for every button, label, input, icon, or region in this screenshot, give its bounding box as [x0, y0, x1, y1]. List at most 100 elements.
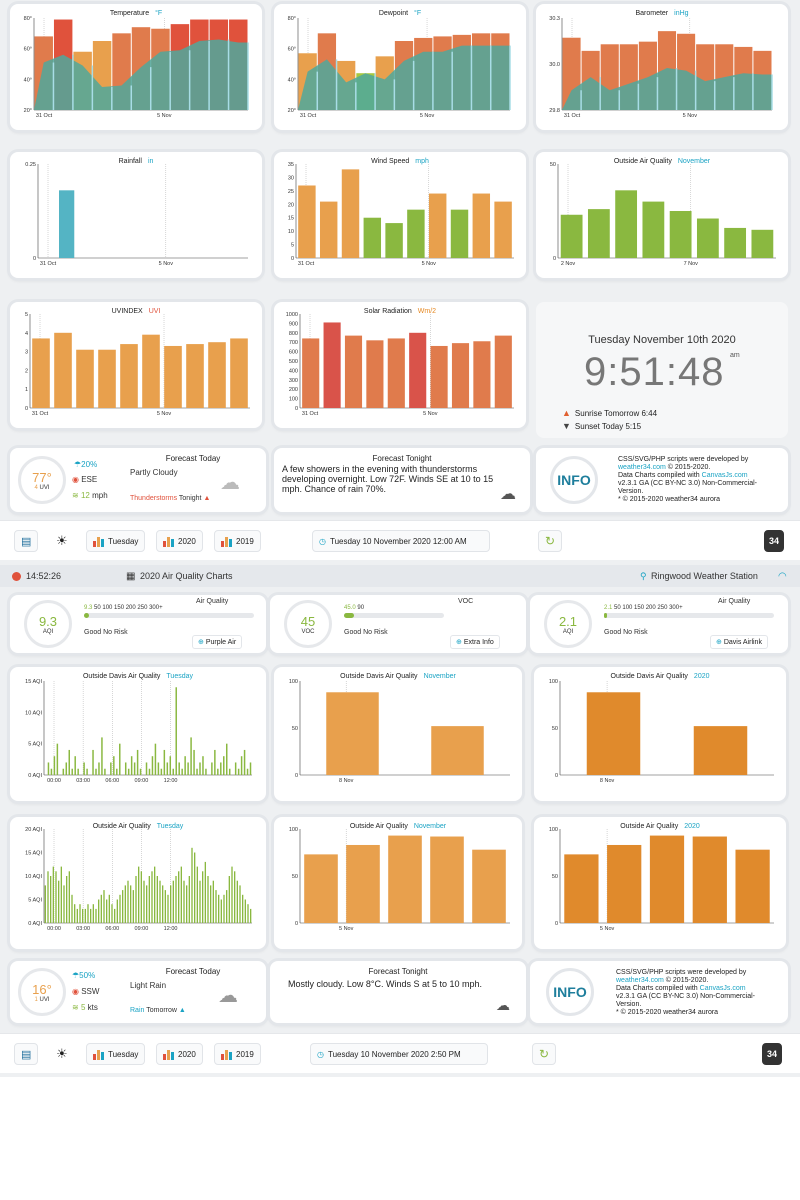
info-icon[interactable]: INFO: [550, 456, 598, 504]
wind-chart-card[interactable]: Wind Speed mph 35 30 25 20 15 10 5 0 31 Oct 5 Nov: [274, 152, 526, 278]
year-2020-button[interactable]: 2020: [156, 530, 203, 552]
air-quality-month-chart: 50 0 2 Nov 7 Nov: [550, 162, 776, 267]
weather34-badge[interactable]: 34: [762, 1043, 783, 1065]
aq-card-davis: 2.1 AQI 2.1 50 100 150 200 250 300+ Air …: [530, 595, 788, 653]
bar: [101, 737, 103, 775]
year-2019-button[interactable]: 2019: [214, 530, 261, 552]
temperature-chart-card[interactable]: Temperature °F 80° 60° 40° 20° 31 Oct 5 Nov: [10, 4, 262, 130]
davis-airlink-link[interactable]: ⊕ Davis Airlink: [710, 635, 768, 649]
bar: [82, 908, 84, 923]
bar: [223, 756, 225, 775]
bar: [388, 835, 422, 923]
dewpoint-chart-card[interactable]: Dewpoint °F 80° 60° 40° 20° 31 Oct 5 Nov: [274, 4, 526, 130]
y-tick-label: 15 AQI: [25, 679, 42, 685]
bar: [319, 201, 338, 258]
location-pin-icon: ⚲: [640, 570, 647, 581]
weather34-badge[interactable]: 34: [764, 530, 785, 552]
davis-day-chart: 15 AQI 10 AQI 5 AQI 0 AQI 00:00 03:00 06:00 09:…: [25, 679, 252, 784]
refresh-icon: ↻: [545, 534, 556, 548]
bar: [586, 692, 641, 775]
year-2019-button[interactable]: 2019: [214, 1043, 261, 1065]
air-quality-chart-card[interactable]: Outside Air Quality November 50 0 2 Nov 7 No…: [536, 152, 788, 278]
bar: [92, 749, 94, 775]
y-tick-label: 0: [295, 773, 298, 779]
warning-icon: ▲: [203, 495, 211, 502]
x-tick-label: 31 Oct: [300, 113, 317, 119]
bar: [430, 836, 464, 923]
bar: [74, 756, 76, 775]
temperature-gauge: 77° 4 UVI: [18, 456, 66, 504]
bar: [170, 885, 172, 923]
bar: [119, 894, 121, 923]
davis-year-chart-card[interactable]: Outside Davis Air Quality 2020 100 50 0 8 No…: [534, 667, 786, 801]
station-name[interactable]: Ringwood Weather Station: [651, 571, 758, 581]
x-tick-label: 7 Nov: [684, 261, 699, 267]
rainfall-chart-card[interactable]: Rainfall in 0.25 0 31 Oct 5 Nov: [10, 152, 262, 278]
bar: [564, 854, 599, 923]
davis-month-chart: 100 50 0 8 Nov: [289, 679, 510, 784]
bar: [183, 880, 185, 923]
bar: [409, 332, 427, 408]
davis-year-chart: 100 50 0 8 Nov: [549, 679, 774, 784]
bar: [79, 904, 81, 923]
bar-chart-icon: [163, 535, 174, 547]
bar: [146, 885, 148, 923]
bar: [84, 908, 86, 923]
bar: [237, 768, 240, 775]
bar: [145, 762, 148, 775]
x-tick-label: 5 Nov: [157, 411, 172, 417]
outside-month-chart: 100 50 0 5 Nov: [289, 827, 510, 932]
y-tick-label: 0: [33, 256, 36, 262]
bar: [202, 871, 204, 923]
davis-month-chart-card[interactable]: Outside Davis Air Quality November 100 50 0…: [274, 667, 522, 801]
bar: [148, 876, 150, 923]
voc-bar-fill: [344, 613, 354, 618]
bar: [326, 692, 379, 775]
theme-toggle[interactable]: ☀: [50, 530, 74, 552]
menu-button[interactable]: ▤: [14, 530, 39, 552]
refresh-button[interactable]: ↻: [538, 530, 563, 552]
outside-month-chart-card[interactable]: Outside Air Quality November 100 50 0 5 Nov: [274, 817, 522, 949]
bar: [162, 885, 164, 923]
barometer-chart-card[interactable]: Barometer inHg 30.3 30.0 29.8 31 Oct 5 Nov: [536, 4, 788, 130]
refresh-button[interactable]: ↻: [532, 1043, 557, 1065]
y-tick-label: 5 AQI: [28, 742, 42, 748]
bar: [344, 335, 363, 408]
clock-icon: ◷: [319, 536, 326, 546]
day-chart-button[interactable]: Tuesday: [86, 1043, 146, 1065]
year-2020-button[interactable]: 2020: [156, 1043, 203, 1065]
info-icon[interactable]: INFO: [546, 968, 594, 1016]
day-chart-button[interactable]: Tuesday: [86, 530, 146, 552]
bar: [77, 768, 79, 775]
bar: [188, 876, 190, 923]
bar: [178, 871, 180, 923]
outside-year-chart-card[interactable]: Outside Air Quality 2020 100 50 0 5 Nov: [534, 817, 786, 949]
bar: [65, 762, 68, 775]
x-tick-label: 5 Nov: [683, 113, 698, 119]
solar-chart-card[interactable]: Solar Radiation Wm/2 1000 900 800 700 600 500 4…: [274, 302, 526, 428]
bar: [59, 190, 75, 258]
purple-air-link[interactable]: ⊕ Purple Air: [192, 635, 243, 649]
forecast-today-card: 77° 4 UVI ☂20% ◉ ESE ≋ 12 mph Forecast T…: [10, 448, 266, 512]
y-tick-label: 100: [549, 827, 558, 833]
header-time: 14:52:26: [26, 571, 62, 581]
bar: [228, 768, 231, 775]
y-tick-label: 40°: [288, 77, 296, 83]
umbrella-icon: ☂: [72, 971, 80, 980]
extra-info-link[interactable]: ⊕ Extra Info: [450, 635, 500, 649]
theme-toggle[interactable]: ☀: [50, 1043, 74, 1065]
x-tick-label: 03:00: [76, 926, 90, 932]
bar: [451, 343, 470, 408]
uv-chart-card[interactable]: UVINDEX UVI 5 4 3 2 1 0 31 Oct 5 Nov: [10, 302, 262, 428]
bar: [191, 847, 193, 923]
menu-button[interactable]: ▤: [14, 1043, 39, 1065]
bar: [494, 201, 512, 258]
bar: [166, 762, 169, 775]
clock-status-icon: [12, 571, 21, 581]
bar: [210, 885, 212, 923]
bar: [298, 185, 316, 258]
davis-day-chart-card[interactable]: Outside Davis Air Quality Tuesday 15 AQI 1…: [10, 667, 266, 801]
bar: [304, 854, 338, 923]
outside-day-chart-card[interactable]: Outside Air Quality Tuesday 20 AQI 15 AQI 1…: [10, 817, 266, 949]
bar: [151, 871, 153, 923]
